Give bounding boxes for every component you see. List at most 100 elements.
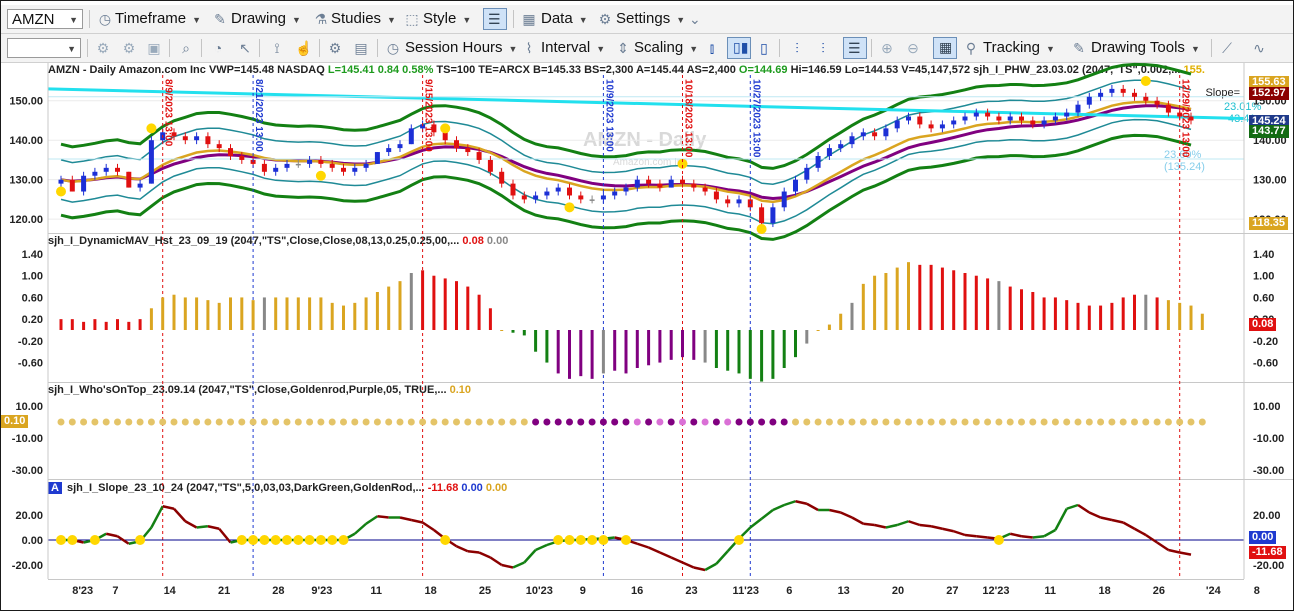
time-axis-label: 9 [579,585,586,597]
hollow-candle-icon[interactable]: ▯ [760,40,768,56]
slope-value-1: -11.68 [427,482,459,494]
cursor-icon[interactable]: ↖ [239,40,251,56]
properties-icon[interactable]: ⚙ [328,40,342,56]
hist-axis-label-right: 1.00 [1253,271,1274,283]
price-axis-label-left: 120.00 [9,214,43,226]
zoom-out-icon[interactable]: ⊖ [907,40,919,56]
hist-axis-label-left: 1.40 [22,249,43,261]
hlc-icon[interactable]: ⫶ [821,40,825,56]
slope-title-text: sjh_I_Slope_23_10_24 (2047,"TS",5,0,03,0… [66,482,425,494]
hist-axis-label-left: 0.20 [22,314,43,326]
bar-chart-icon[interactable]: ⫾ [709,40,715,56]
chevron-down-icon: ▼ [578,15,588,25]
separator [319,39,320,57]
account-select[interactable]: ▼ [7,38,81,58]
session-hours-menu[interactable]: Session Hours ▼ [405,34,517,62]
time-axis-label: 26 [1152,585,1166,597]
chevron-down-icon[interactable]: ▼ [67,44,76,54]
ohlc-icon[interactable]: ⫶ [795,40,799,56]
studies-menu[interactable]: Studies ▼ [331,5,396,33]
time-axis-label: 7 [112,585,119,597]
histogram-pane[interactable]: sjh_I_DynamicMAV_Hst_23_09_19 (2047,"TS"… [48,234,1244,382]
interval-menu[interactable]: Interval ▼ [541,34,605,62]
scaling-menu[interactable]: Scaling ▼ [634,34,698,62]
whos-on-top-value: 0.10 [449,384,472,396]
histogram-title: sjh_I_DynamicMAV_Hst_23_09_19 (2047,"TS"… [48,235,508,247]
time-axis-label: 11 [1044,585,1057,597]
data-label: Data [541,10,573,27]
pane-divider[interactable] [48,233,1293,234]
style-icon: ⬚ [405,11,419,27]
slope-axis-label-left: -20.00 [12,560,43,572]
pane-divider[interactable] [48,479,1293,480]
price-badge: 152.97 [1249,87,1289,100]
speedometer-icon[interactable]: ◔ [213,40,223,56]
time-axis-label: 18 [1098,585,1111,597]
drawing-menu[interactable]: Drawing ▼ [231,5,301,33]
title-part: Hi=146.59 Lo=144.53 V=45,147,572 sjh_I_P… [787,64,1184,76]
timeframe-menu[interactable]: Timeframe ▼ [115,5,201,33]
fib-label-1: 23.01% [1224,101,1262,113]
chevron-down-icon[interactable]: ▼ [69,15,78,25]
zoom-in-icon[interactable]: ⊕ [881,40,893,56]
slope-badge: -11.68 [1249,546,1286,559]
time-axis-label: 13 [837,585,850,597]
pane-divider[interactable] [48,382,1293,383]
whos-on-top-pane[interactable]: sjh_I_Who'sOnTop_23.09.14 (2047,"TS",Clo… [48,383,1244,479]
style-menu[interactable]: Style ▼ [423,5,471,33]
separator [377,39,378,57]
symbol-input[interactable]: AMZN ▼ [7,9,83,29]
session-hours-label: Session Hours [405,39,503,56]
fib-label-3: 23.60% (135.24) [1164,149,1205,173]
chevron-down-icon: ▼ [192,15,202,25]
drawing-tools-menu[interactable]: Drawing Tools ▼ [1091,34,1200,62]
panes-toggle-button[interactable]: ☰ [483,8,507,30]
overflow-icon[interactable]: ⌄ [689,11,701,27]
candlestick-icon: ▯▮ [733,39,749,55]
interval-icon: ⌇ [525,40,533,56]
tracking-menu[interactable]: Tracking ▼ [983,34,1055,62]
pencil-icon: ✎ [214,11,226,27]
hist-axis-label-left: 0.60 [22,292,43,304]
candlestick-button[interactable]: ▯▮ [727,37,751,59]
pane-layout-button[interactable]: ☰ [843,37,867,59]
wave-icon[interactable]: ∿ [1253,40,1265,56]
grid-toggle-button[interactable]: ▦ [933,37,957,59]
gear-icon: ⚙ [598,11,612,27]
link-icon[interactable]: ⚙ [96,40,110,56]
chevron-down-icon: ▼ [292,15,301,25]
chart-type-icon[interactable]: ⟟ [274,40,280,56]
flask-icon: ⚗ [314,11,328,27]
price-axis-label-left: 140.00 [9,135,43,147]
format-icon[interactable]: ▤ [354,40,368,56]
scaling-label: Scaling [634,39,684,56]
interval-label: Interval [541,39,591,56]
magnifier-icon[interactable]: ⌕ [182,40,190,56]
settings-menu[interactable]: Settings ▼ [616,5,685,33]
time-axis-label: 10'23 [525,585,553,597]
pointer-icon[interactable]: ☝ [295,40,313,56]
time-axis[interactable]: 8'23 7 14 21 28 9'23 11 18 25 10'23 9 16 23 11'23 6 13 2… [48,579,1260,608]
separator [201,39,202,57]
link-alt-icon[interactable]: ⚙ [122,40,136,56]
slope-marker[interactable]: A [48,482,62,494]
trendline-icon[interactable]: ⟋ [1222,40,1232,56]
separator [779,39,780,57]
clock-icon: ◷ [98,11,112,27]
grid-icon: ▦ [939,39,953,55]
who-axis-label-left: -10.00 [12,433,43,445]
toolbar-chart: ▼ ⚙ ⚙ ▣ ⌕ ◔ ↖ ⟟ ☝ ⚙ ▤ ◷ Session Hours ▼ ⌇… [1,34,1293,63]
time-axis-label: 23 [685,585,698,597]
chevron-down-icon: ▼ [1045,44,1055,54]
time-axis-label: 20 [891,585,905,597]
time-axis-label: 14 [163,585,176,597]
window-icon[interactable]: ▣ [147,40,161,56]
histogram-value-2: 0.00 [486,235,509,247]
data-menu[interactable]: Data ▼ [541,5,588,33]
chevron-down-icon: ▼ [1190,44,1200,54]
price-pane[interactable]: AMZN - Daily Amazon.com Inc VWP=145.48 N… [48,63,1261,233]
histogram-title-text: sjh_I_DynamicMAV_Hst_23_09_19 (2047,"TS"… [48,235,460,247]
time-axis-label: 21 [217,585,231,597]
hist-axis-label-right: 1.40 [1253,249,1274,261]
